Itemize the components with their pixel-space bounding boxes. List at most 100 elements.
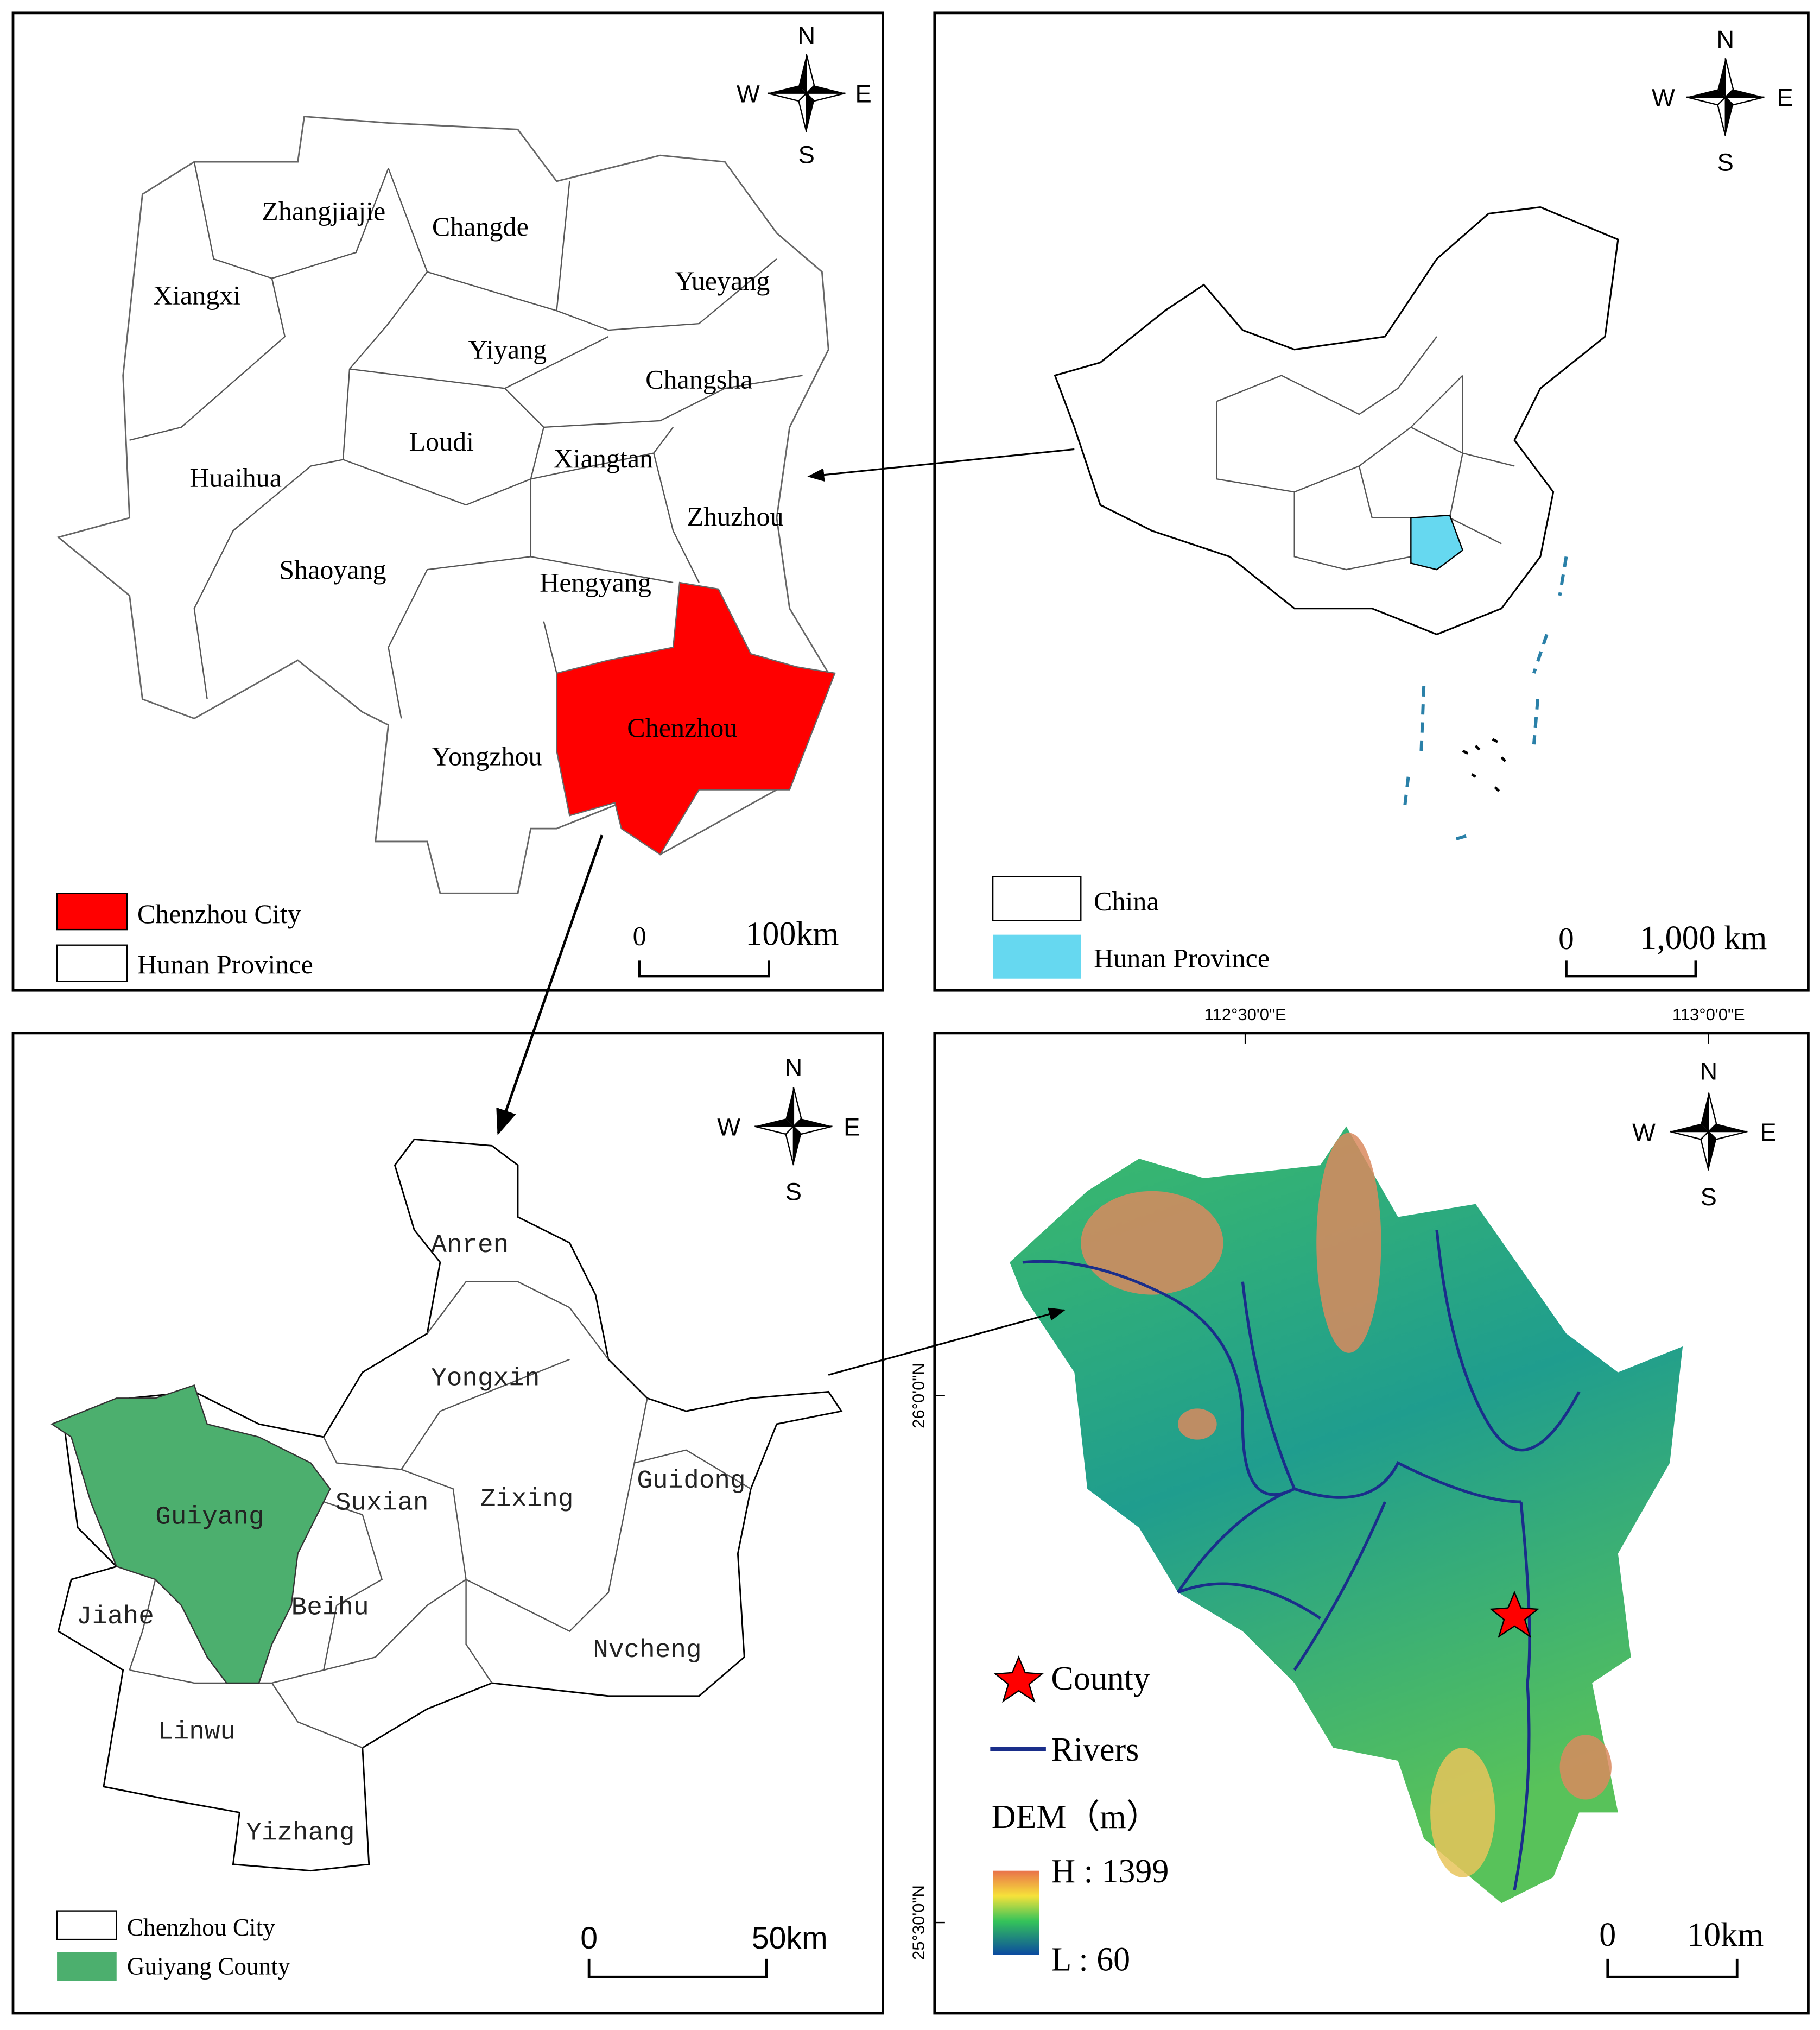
compass: N S W E xyxy=(737,22,872,168)
color-bar xyxy=(993,1870,1039,1955)
scale-label: 0 xyxy=(1558,922,1574,956)
county-label: Yongxin xyxy=(431,1364,540,1393)
hunan-panel: N S W E Zhangjiajie Changde Xiangxi Yuey… xyxy=(11,11,884,992)
frame xyxy=(933,11,1810,992)
frame xyxy=(11,11,884,992)
legend-label: H : 1399 xyxy=(1051,1853,1169,1890)
legend-swatch xyxy=(992,876,1082,921)
highlands xyxy=(1081,1133,1612,1877)
china-panel: N S W E China Hunan Province 0 1,000 km xyxy=(933,11,1810,992)
county-label: Anren xyxy=(431,1231,509,1260)
city-label: Yongzhou xyxy=(432,741,542,771)
compass-n: N xyxy=(1699,1058,1717,1085)
city-label: Changsha xyxy=(645,364,752,394)
county-label: Yizhang xyxy=(246,1818,354,1848)
scale-label: 0 xyxy=(1599,1917,1616,1953)
province-boundaries xyxy=(1216,336,1515,571)
legend-label: Chenzhou City xyxy=(127,1914,275,1941)
county-label: Guiyang xyxy=(155,1503,264,1532)
rivers xyxy=(1022,1230,1581,1890)
longitude-label: 113°0'0"E xyxy=(1672,1005,1745,1024)
chenzhou-panel: N S W E Anren Yongxin Zixing Guidong Gui… xyxy=(11,1032,884,2015)
scale-bar xyxy=(1606,1958,1739,1978)
city-label: Loudi xyxy=(409,426,474,457)
legend-swatch xyxy=(993,934,1081,979)
scale-bar xyxy=(1565,960,1697,978)
scale-label: 10km xyxy=(1687,1917,1764,1953)
china-map xyxy=(1054,206,1619,636)
longitude-label: 112°30'0"E xyxy=(1204,1005,1286,1024)
arrow xyxy=(496,834,604,1135)
city-boundaries xyxy=(129,161,803,719)
compass-n: N xyxy=(797,22,815,49)
compass-s: S xyxy=(1717,149,1734,176)
arrow xyxy=(828,1307,1066,1376)
scale-label: 0 xyxy=(633,921,646,951)
compass-s: S xyxy=(1701,1183,1717,1211)
city-label: Changde xyxy=(432,211,529,242)
city-label: Yueyang xyxy=(675,265,770,296)
city-label: Zhuzhou xyxy=(687,501,784,532)
city-label: Shaoyang xyxy=(279,554,386,585)
compass-w: W xyxy=(717,1113,740,1141)
arrow xyxy=(807,448,1075,482)
compass-n: N xyxy=(785,1054,803,1082)
city-label: Hengyang xyxy=(540,567,651,598)
scale-label: 50km xyxy=(752,1921,828,1956)
compass-n: N xyxy=(1716,26,1734,53)
islands xyxy=(1462,738,1507,792)
guiyang-highlight xyxy=(50,1384,331,1684)
hunan-highlight xyxy=(1410,514,1464,571)
compass: N S W E xyxy=(1652,26,1793,176)
county-label: Guidong xyxy=(637,1466,745,1496)
city-label: Xiangtan xyxy=(554,443,654,473)
dem-map xyxy=(1010,1126,1683,1903)
legend-label: L : 60 xyxy=(1051,1941,1130,1978)
sea-boundary xyxy=(1403,556,1568,841)
county-label: Zixing xyxy=(480,1484,574,1514)
scale-label: 0 xyxy=(580,1921,598,1956)
compass-s: S xyxy=(798,141,815,168)
compass-e: E xyxy=(1760,1118,1776,1146)
chenzhou-highlight xyxy=(556,581,836,856)
scale-bar xyxy=(587,1958,768,1978)
compass-e: E xyxy=(1777,84,1793,112)
legend-symbol xyxy=(993,1655,1044,1703)
legend-swatch xyxy=(57,1952,117,1981)
legend-label: County xyxy=(1051,1660,1150,1697)
legend-label: Chenzhou City xyxy=(137,899,301,929)
scale-label: 100km xyxy=(745,916,839,953)
legend-label: Guiyang County xyxy=(127,1952,290,1980)
frame xyxy=(11,1032,884,2015)
city-label: Zhangjiajie xyxy=(262,195,385,226)
dem-panel: 112°30'0"E 113°0'0"E 26°0'0"N 25°30'0"N … xyxy=(909,1005,1810,2015)
city-label: Yiyang xyxy=(468,334,547,365)
scale-bar xyxy=(638,960,770,978)
compass-e: E xyxy=(844,1113,860,1141)
county-label: Beihu xyxy=(291,1593,369,1623)
city-label: Huaihua xyxy=(189,463,282,493)
legend-swatch xyxy=(56,1910,117,1940)
compass-w: W xyxy=(1632,1118,1656,1146)
county-label: Linwu xyxy=(158,1717,236,1747)
compass-e: E xyxy=(855,80,872,107)
legend-label: Hunan Province xyxy=(1094,943,1270,973)
compass: N S W E xyxy=(1632,1058,1776,1211)
legend-title: DEM（m） xyxy=(992,1799,1160,1836)
legend-label: Rivers xyxy=(1051,1731,1139,1768)
legend-label: China xyxy=(1094,886,1159,916)
legend-swatch xyxy=(56,944,128,982)
legend-swatch xyxy=(56,893,128,931)
legend-label: Hunan Province xyxy=(137,949,313,979)
compass-s: S xyxy=(785,1178,802,1205)
city-label: Chenzhou xyxy=(627,712,737,743)
county-label: Nvcheng xyxy=(593,1636,701,1665)
frame xyxy=(933,1032,1810,2015)
county-label: Suxian xyxy=(335,1488,429,1517)
county-label: Jiahe xyxy=(77,1602,154,1631)
compass-w: W xyxy=(1652,84,1675,112)
county-marker xyxy=(1489,1590,1540,1638)
compass: N S W E xyxy=(717,1054,860,1206)
compass-w: W xyxy=(737,80,760,107)
